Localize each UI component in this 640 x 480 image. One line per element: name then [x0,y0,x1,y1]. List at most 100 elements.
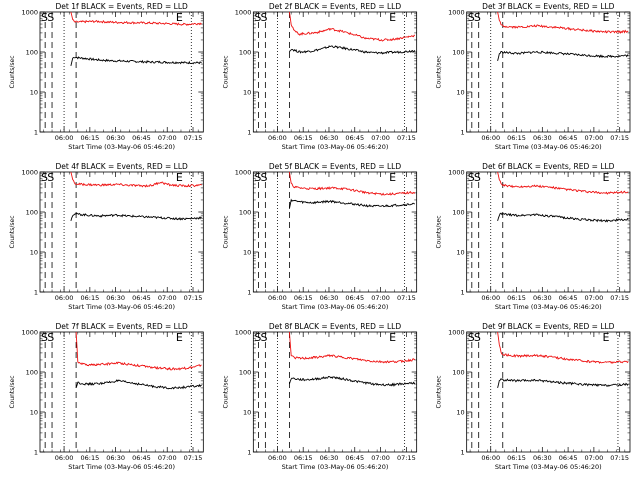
panel-det-1f: Det 1f BLACK = Events, RED = LLD 1 10 100 10… [9,2,204,151]
x-tick-label: 06:45 [559,294,578,302]
y-tick-label: 10 [243,409,251,417]
y-axis-label: Counts/sec [9,375,16,408]
x-tick-label: 06:00 [481,454,500,462]
y-axis-label: Counts/sec [436,55,443,88]
series-line-lld [288,11,416,42]
x-tick-label: 07:00 [585,294,604,302]
panel-title: Det 3f BLACK = Events, RED = LLD [482,2,615,11]
series-line-events [497,50,629,62]
x-tick-label: 06:00 [268,454,287,462]
y-tick-label: 100 [239,49,251,57]
marker-label: S [47,331,54,344]
y-tick-label: 100 [239,369,251,377]
x-axis-label: Start Time (03-May-06 05:46:20) [495,143,602,151]
y-tick-label: 100 [452,209,464,217]
x-axis-label: Start Time (03-May-06 05:46:20) [495,463,602,471]
y-tick-label: 100 [239,209,251,217]
x-tick-label: 06:45 [132,294,151,302]
x-tick-label: 07:15 [610,134,629,142]
y-tick-label: 1000 [235,169,252,177]
x-tick-label: 07:15 [397,294,416,302]
x-tick-label: 07:15 [184,294,203,302]
marker-label: E [176,11,183,24]
marker-label: E [602,171,609,184]
y-axis-label: Counts/sec [9,215,16,248]
y-tick-label: 10 [456,89,464,97]
plot-frame [252,171,418,293]
panel-det-6f: Det 6f BLACK = Events, RED = LLD 1 10 100 10… [436,162,631,311]
x-tick-label: 07:00 [158,134,177,142]
panel-title: Det 4f BLACK = Events, RED = LLD [56,162,189,171]
plot-frame [39,331,204,453]
panel-det-9f: Det 9f BLACK = Events, RED = LLD 1 10 100 10… [436,322,631,471]
series-line-lld [497,11,629,34]
y-tick-label: 10 [456,249,464,257]
marker-label: S [47,171,54,184]
x-tick-label: 06:45 [345,134,364,142]
marker-label: S [474,11,481,24]
panel-det-5f: Det 5f BLACK = Events, RED = LLD 1 10 100 10… [222,162,418,311]
series-line-lld [75,331,202,371]
marker-label: S [47,11,54,24]
x-tick-label: 06:45 [132,454,151,462]
series-line-lld [288,331,415,364]
x-tick-label: 06:30 [106,454,125,462]
y-tick-label: 1 [247,289,251,297]
y-axis-label: Counts/sec [222,215,229,248]
marker-label: S [468,331,475,344]
y-tick-label: 1000 [448,9,465,17]
y-tick-label: 100 [26,369,38,377]
x-tick-label: 06:30 [106,134,125,142]
y-axis-label: Counts/sec [9,55,16,88]
marker-label: S [261,331,268,344]
y-tick-label: 1 [34,129,38,137]
x-axis-label: Start Time (03-May-06 05:46:20) [282,143,389,151]
plot-frame [39,171,204,293]
x-tick-label: 06:00 [481,294,500,302]
x-tick-label: 06:30 [320,134,339,142]
x-tick-label: 07:15 [397,454,416,462]
panel-title: Det 1f BLACK = Events, RED = LLD [56,2,189,11]
x-tick-label: 06:30 [320,454,339,462]
x-tick-label: 07:00 [585,454,604,462]
marker-label: E [176,331,183,344]
marker-label: E [602,11,609,24]
y-tick-label: 1000 [21,329,38,337]
y-tick-label: 1000 [235,9,252,17]
y-tick-label: 1 [34,289,38,297]
x-tick-label: 07:00 [371,454,390,462]
y-tick-label: 1000 [448,169,465,177]
x-tick-label: 06:30 [533,294,552,302]
marker-label: S [41,171,48,184]
x-tick-label: 06:30 [533,134,552,142]
x-tick-label: 06:15 [294,134,313,142]
y-tick-label: 1 [247,449,251,457]
y-tick-label: 1 [461,289,465,297]
marker-label: S [41,331,48,344]
y-tick-label: 1000 [21,169,38,177]
y-tick-label: 100 [26,49,38,57]
series-line-events [75,379,202,390]
x-tick-label: 07:15 [610,454,629,462]
x-tick-label: 06:00 [55,454,74,462]
x-tick-label: 06:15 [507,454,526,462]
marker-label: E [389,11,396,24]
x-tick-label: 06:15 [507,294,526,302]
x-tick-label: 06:45 [132,134,151,142]
marker-label: E [176,171,183,184]
y-tick-label: 10 [30,89,38,97]
x-tick-label: 06:00 [55,294,74,302]
x-tick-label: 06:00 [55,134,74,142]
y-tick-label: 10 [456,409,464,417]
marker-label: S [41,11,48,24]
y-axis-label: Counts/sec [436,375,443,408]
marker-label: S [474,171,481,184]
marker-label: E [389,171,396,184]
x-tick-label: 06:30 [320,294,339,302]
panel-det-8f: Det 8f BLACK = Events, RED = LLD 1 10 100 10… [222,322,418,471]
marker-label: S [254,171,261,184]
y-tick-label: 1 [34,449,38,457]
marker-label: S [254,11,261,24]
series-line-events [288,376,416,387]
y-tick-label: 10 [30,409,38,417]
